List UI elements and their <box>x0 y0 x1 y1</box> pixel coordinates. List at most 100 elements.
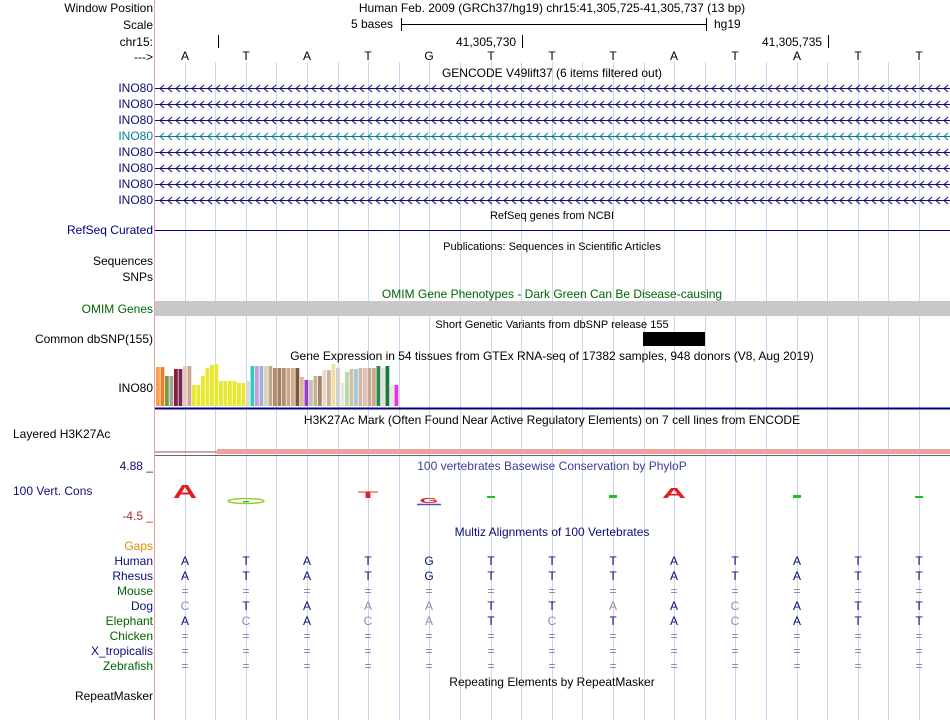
multiz-species-label[interactable]: Zebrafish <box>102 659 153 673</box>
gtex-tissue-bar <box>219 381 223 406</box>
phylop-score-bar <box>609 495 617 498</box>
gtex-tissue-bar <box>277 368 282 406</box>
dbsnp-track-label[interactable]: Common dbSNP(155) <box>34 332 153 346</box>
multiz-base: A <box>669 569 678 583</box>
multiz-species-label[interactable]: Dog <box>130 599 153 613</box>
strand-chevrons <box>159 132 949 141</box>
multiz-base: = <box>487 659 495 673</box>
gtex-tissue-bar <box>354 369 358 406</box>
multiz-base: T <box>854 554 862 568</box>
multiz-base: A <box>302 614 311 628</box>
multiz-base: T <box>915 569 923 583</box>
gencode-gene-label[interactable]: INO80 <box>118 193 153 207</box>
multiz-base: T <box>854 614 862 628</box>
gtex-tissue-bar <box>192 385 196 406</box>
gtex-track-label[interactable]: INO80 <box>118 381 153 395</box>
publications-label-snps[interactable]: SNPs <box>122 270 153 284</box>
gtex-tissue-bar <box>174 369 178 406</box>
phylop-max-label: 4.88 _ <box>119 459 153 473</box>
dbsnp-track-title: Short Genetic Variants from dbSNP releas… <box>435 319 669 331</box>
multiz-base: = <box>364 659 372 673</box>
chrom-label: chr15: <box>119 35 153 49</box>
multiz-base: = <box>425 584 433 598</box>
multiz-base: = <box>364 584 372 598</box>
strand-chevrons <box>159 164 949 173</box>
gtex-tissue-bar <box>232 381 237 406</box>
gtex-tissue-bar <box>358 368 363 406</box>
multiz-base: A <box>180 569 189 583</box>
phylop-track-title: 100 vertebrates Basewise Conservation by… <box>417 459 687 473</box>
multiz-base: = <box>670 659 678 673</box>
gtex-tissue-bar <box>363 368 367 406</box>
gencode-gene-label[interactable]: INO80 <box>118 145 153 159</box>
refseq-track-label[interactable]: RefSeq Curated <box>66 223 153 237</box>
phylop-base-letter: A <box>662 486 686 502</box>
gencode-gene-label[interactable]: INO80 <box>118 81 153 95</box>
multiz-base: A <box>180 554 189 568</box>
gtex-tissue-bar <box>336 368 340 406</box>
multiz-species-label[interactable]: Elephant <box>105 614 153 628</box>
phylop-base-letter: A <box>173 481 197 503</box>
multiz-species-label[interactable]: Rhesus <box>112 569 153 583</box>
phylop-score-bar <box>793 495 801 498</box>
multiz-base: = <box>793 644 801 658</box>
multiz-base: A <box>424 599 433 613</box>
gtex-tissue-bar <box>295 368 300 406</box>
scale-label: Scale <box>122 18 153 32</box>
scale-text: 5 bases <box>351 17 394 31</box>
multiz-base: = <box>609 584 617 598</box>
gtex-tissue-bar <box>160 367 165 406</box>
multiz-base: T <box>364 569 372 583</box>
gtex-tissue-bar <box>367 368 372 406</box>
publications-label-sequences[interactable]: Sequences <box>92 254 153 268</box>
gtex-tissue-bar <box>223 381 228 406</box>
gtex-tissue-bar <box>345 372 349 406</box>
multiz-base: = <box>793 629 801 643</box>
multiz-species-label[interactable]: X_tropicalis <box>90 644 153 658</box>
gencode-gene-label[interactable]: INO80 <box>118 161 153 175</box>
multiz-species-label[interactable]: Chicken <box>109 629 153 643</box>
multiz-base: = <box>915 659 923 673</box>
multiz-base: A <box>424 614 433 628</box>
multiz-base: T <box>731 569 739 583</box>
multiz-base: = <box>670 644 678 658</box>
multiz-base: = <box>854 629 862 643</box>
gencode-gene-label[interactable]: INO80 <box>118 97 153 111</box>
gencode-gene-label[interactable]: INO80 <box>118 177 153 191</box>
omim-track-label[interactable]: OMIM Genes <box>81 302 153 316</box>
gtex-tissue-bar <box>282 368 286 406</box>
multiz-base: = <box>242 659 250 673</box>
gtex-tissue-bar <box>300 377 304 406</box>
h3k27ac-track-label[interactable]: Layered H3K27Ac <box>13 427 111 441</box>
repeatmasker-track-title: Repeating Elements by RepeatMasker <box>449 675 655 689</box>
multiz-base: = <box>364 629 372 643</box>
gencode-gene-label[interactable]: INO80 <box>118 113 153 127</box>
multiz-base: A <box>792 569 801 583</box>
base-letter: T <box>487 49 495 63</box>
multiz-species-label[interactable]: Human <box>114 554 153 568</box>
multiz-base: A <box>792 554 801 568</box>
gtex-tissue-bar <box>255 366 259 406</box>
multiz-base: = <box>425 644 433 658</box>
omim-feature-bar <box>155 301 950 316</box>
gtex-tissue-bar <box>169 376 174 406</box>
base-letter: A <box>669 49 678 63</box>
gtex-tissue-bar <box>376 366 381 406</box>
multiz-base: = <box>731 629 739 643</box>
phylop-score-bar <box>915 496 923 498</box>
multiz-species-label[interactable]: Mouse <box>116 584 153 598</box>
multiz-base: = <box>548 644 556 658</box>
multiz-base: T <box>487 569 495 583</box>
multiz-base: T <box>242 569 250 583</box>
gtex-tissue-bar <box>322 370 327 406</box>
gtex-tissue-bar <box>250 366 255 406</box>
multiz-base: G <box>424 554 434 568</box>
gtex-tissue-bar <box>264 366 268 406</box>
gencode-gene-label[interactable]: INO80 <box>118 129 153 143</box>
gtex-tissue-bar <box>286 368 291 406</box>
multiz-base: = <box>915 629 923 643</box>
phylop-track-label[interactable]: 100 Vert. Cons <box>13 484 93 498</box>
repeatmasker-track-label[interactable]: RepeatMasker <box>74 689 153 703</box>
multiz-gaps-label[interactable]: Gaps <box>124 539 153 553</box>
